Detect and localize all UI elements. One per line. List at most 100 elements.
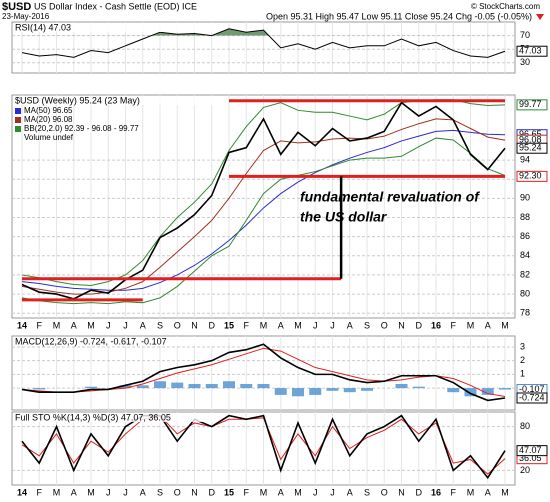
y-tick-label: 80 <box>520 288 530 298</box>
x-tick-label: A <box>71 320 77 330</box>
series-line <box>21 129 506 291</box>
histogram-bar <box>499 388 511 390</box>
legend-note: Volume undef <box>24 133 74 142</box>
x-tick-label: M <box>294 320 302 330</box>
annotation: the US dollar <box>300 209 388 225</box>
plot <box>21 28 506 58</box>
y-tick-label: 88 <box>520 212 530 222</box>
x-tick-label: J <box>313 320 318 330</box>
y-tick-label: 80 <box>520 421 530 431</box>
x-tick-label: A <box>347 320 353 330</box>
histogram-bar <box>447 388 460 393</box>
histogram-bar <box>412 386 425 389</box>
quote: Open 95.31 High 95.47 Low 95.11 Close 95… <box>266 11 532 21</box>
y-tick-label: 86 <box>520 231 530 241</box>
value-label: 96.65 <box>519 129 542 139</box>
x-tick-label: M <box>260 320 268 330</box>
x-tick-label: A <box>347 487 353 497</box>
series-line <box>21 137 506 305</box>
x-tick-label: M <box>467 320 475 330</box>
series-line <box>21 343 506 402</box>
value-label: -0.724 <box>519 392 545 402</box>
x-tick-label: J <box>106 487 111 497</box>
y-tick-label: 94 <box>520 154 530 164</box>
plot <box>21 343 511 402</box>
histogram-bar <box>464 388 477 397</box>
histogram-bar <box>205 383 218 389</box>
histogram-bar <box>136 385 149 389</box>
date: 23-May-2016 <box>2 12 50 21</box>
x-tick-label: M <box>87 487 95 497</box>
x-tick-label: A <box>278 320 284 330</box>
y-tick-label: 82 <box>520 269 530 279</box>
overbought-area <box>22 28 505 36</box>
x-tick-label: O <box>381 320 388 330</box>
x-tick-label: J <box>106 320 111 330</box>
value-label: 95.24 <box>519 143 542 153</box>
y-tick-label: 78 <box>520 308 530 318</box>
y-tick-label: 90 <box>520 193 530 203</box>
symbol-name: US Dollar Index - Cash Settle (EOD) ICE <box>34 1 197 11</box>
x-tick-label: A <box>485 487 491 497</box>
histogram-bar <box>326 388 339 391</box>
x-tick-label: F <box>37 487 43 497</box>
x-tick-label: M <box>294 487 302 497</box>
x-tick-label: D <box>209 320 216 330</box>
value-label-box <box>516 170 548 182</box>
legend-bg <box>13 413 213 422</box>
x-tick-label: F <box>37 320 43 330</box>
y-tick-label: 84 <box>520 250 530 260</box>
x-tick-label: D <box>416 487 423 497</box>
value-label-box <box>516 142 548 154</box>
x-tick-label: A <box>278 487 284 497</box>
y-tick-label: 20 <box>520 465 530 475</box>
credit: © StockCharts.com <box>471 2 540 11</box>
histogram-bar <box>85 386 97 389</box>
histogram-bar <box>257 383 270 389</box>
x-tick-label: N <box>191 487 198 497</box>
histogram-bar <box>292 388 304 397</box>
panel-title: RSI(14) 47.03 <box>15 22 71 32</box>
x-tick-label: M <box>467 487 475 497</box>
value-label: 99.77 <box>519 99 542 109</box>
legend-swatch <box>15 126 21 132</box>
histogram-bar <box>33 388 46 390</box>
down-arrow <box>536 14 544 20</box>
x-tick-label: 16 <box>431 487 441 497</box>
x-tick-label: M <box>260 487 268 497</box>
legend-swatch <box>15 108 21 114</box>
x-tick-label: M <box>501 320 509 330</box>
value-label-box <box>516 45 548 57</box>
histogram-bar <box>395 383 408 389</box>
panel-title: Full STO %K(14,3) %D(3) 47.07, 36.05 <box>15 412 171 422</box>
histogram-bar <box>240 383 253 389</box>
series-line <box>21 414 506 480</box>
x-tick-label: J <box>123 320 128 330</box>
histogram-bar <box>343 388 356 393</box>
x-tick-label: O <box>381 487 388 497</box>
x-tick-label: O <box>174 487 181 497</box>
legend-bg <box>13 337 213 346</box>
histogram-bar <box>223 381 235 389</box>
value-label: 47.07 <box>519 445 542 455</box>
x-tick-label: F <box>451 487 457 497</box>
x-tick-label: J <box>123 487 128 497</box>
histogram-bar <box>154 381 166 389</box>
plot <box>21 414 506 480</box>
value-label: -0.107 <box>519 384 545 394</box>
y-tick-label: 70 <box>520 30 530 40</box>
y-tick-label: 3 <box>520 341 525 351</box>
x-tick-label: N <box>398 487 405 497</box>
x-tick-label: A <box>71 487 77 497</box>
x-tick-label: J <box>330 487 335 497</box>
x-tick-label: S <box>157 320 163 330</box>
x-tick-label: S <box>157 487 163 497</box>
x-tick-label: S <box>364 487 370 497</box>
histogram-bar <box>481 388 494 395</box>
x-tick-label: M <box>87 320 95 330</box>
x-tick-label: 14 <box>17 487 27 497</box>
plot <box>21 99 506 305</box>
x-tick-label: 14 <box>17 320 27 330</box>
value-label-box <box>516 445 548 457</box>
